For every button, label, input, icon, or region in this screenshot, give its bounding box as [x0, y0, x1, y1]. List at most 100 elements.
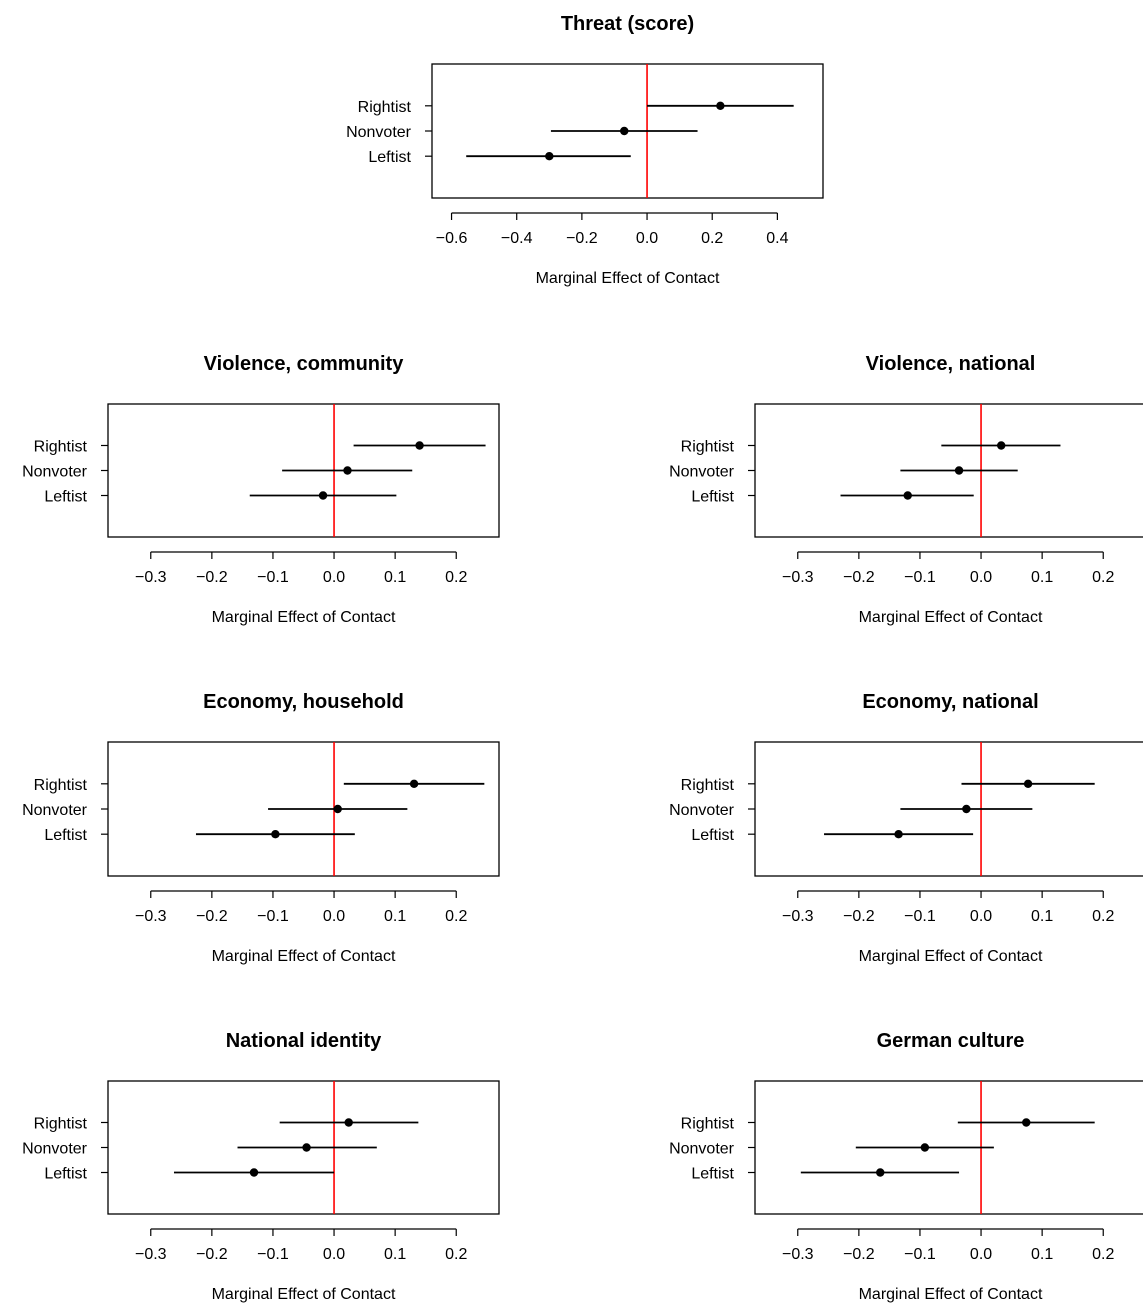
- panel-4: Economy, household Rightist Nonvoter Leftis…: [22, 691, 500, 965]
- y-tick-label: Nonvoter: [669, 1141, 735, 1158]
- x-tick-label: −0.4: [501, 230, 533, 247]
- x-tick-label: −0.1: [904, 569, 936, 586]
- estimate-point-nonvoter: [333, 804, 342, 814]
- panel-title: National identity: [226, 1030, 382, 1052]
- x-tick-label: 0.1: [1031, 569, 1053, 586]
- y-tick-label: Rightist: [34, 438, 88, 455]
- y-tick-label: Leftist: [44, 827, 87, 844]
- panel-5: Economy, national Rightist Nonvoter Leftist…: [669, 691, 1143, 965]
- x-tick-label: −0.3: [782, 569, 814, 586]
- x-tick-label: −0.1: [257, 1246, 289, 1263]
- x-tick-label: −0.1: [257, 569, 289, 586]
- estimate-point-rightist: [409, 779, 419, 789]
- estimate-point-leftist: [894, 829, 903, 839]
- estimate-point-rightist: [1022, 1118, 1031, 1127]
- y-tick-label: Rightist: [358, 99, 412, 116]
- y-tick-label: Nonvoter: [22, 464, 88, 481]
- panel-6: National identity Rightist Nonvoter Leftist…: [22, 1030, 500, 1303]
- x-tick-label: −0.3: [135, 569, 167, 586]
- estimate-point-nonvoter: [962, 804, 971, 814]
- y-tick-label: Nonvoter: [669, 464, 735, 481]
- x-tick-label: 0.2: [445, 1246, 467, 1263]
- x-tick-label: 0.0: [323, 1246, 345, 1263]
- x-tick-label: 0.2: [1092, 908, 1114, 925]
- y-tick-label: Nonvoter: [22, 802, 88, 819]
- x-tick-label: −0.3: [135, 1246, 167, 1263]
- estimate-point-rightist: [1023, 779, 1033, 789]
- x-tick-label: −0.2: [196, 1246, 228, 1263]
- estimate-point-leftist: [318, 491, 328, 500]
- y-tick-label: Nonvoter: [669, 802, 735, 819]
- x-tick-label: 0.1: [1031, 908, 1053, 925]
- y-tick-label: Rightist: [681, 777, 735, 794]
- x-tick-label: −0.2: [843, 908, 875, 925]
- panel-title: German culture: [877, 1030, 1025, 1052]
- panel-7: German culture Rightist Nonvoter Leftist −0.…: [669, 1030, 1143, 1303]
- panel-title: Threat (score): [561, 13, 694, 35]
- x-tick-label: −0.2: [196, 569, 228, 586]
- x-tick-label: 0.0: [323, 569, 345, 586]
- x-tick-label: 0.1: [384, 569, 406, 586]
- panel-1: Threat (score) Rightist Nonvoter Leftist −0.…: [346, 13, 824, 287]
- x-tick-label: −0.3: [782, 908, 814, 925]
- y-tick-label: Leftist: [44, 489, 87, 506]
- x-tick-label: −0.2: [843, 569, 875, 586]
- x-tick-label: 0.0: [636, 230, 658, 247]
- panel-2: Violence, community Rightist Nonvoter Lefti…: [22, 353, 500, 626]
- x-axis-label: Marginal Effect of Contact: [859, 609, 1043, 626]
- panel-title: Violence, community: [204, 353, 405, 375]
- x-tick-label: −0.1: [904, 1246, 936, 1263]
- y-tick-label: Leftist: [691, 1166, 734, 1183]
- x-axis-label: Marginal Effect of Contact: [536, 270, 720, 287]
- x-tick-label: 0.2: [445, 569, 467, 586]
- y-tick-label: Rightist: [34, 1115, 88, 1132]
- estimate-point-leftist: [545, 151, 554, 161]
- estimate-point-rightist: [344, 1118, 353, 1127]
- x-tick-label: 0.2: [1092, 1246, 1114, 1263]
- y-tick-label: Nonvoter: [346, 124, 412, 141]
- estimate-point-nonvoter: [343, 466, 352, 475]
- estimate-point-nonvoter: [620, 126, 629, 136]
- x-tick-label: −0.2: [196, 908, 228, 925]
- x-tick-label: 0.1: [384, 1246, 406, 1263]
- x-tick-label: −0.3: [135, 908, 167, 925]
- estimate-point-rightist: [415, 441, 424, 450]
- panel-title: Violence, national: [866, 353, 1036, 375]
- estimate-point-nonvoter: [954, 466, 964, 475]
- estimate-point-leftist: [271, 829, 280, 839]
- y-tick-label: Leftist: [44, 1166, 87, 1183]
- y-tick-label: Rightist: [681, 438, 735, 455]
- x-tick-label: −0.6: [436, 230, 468, 247]
- panel-title: Economy, household: [203, 691, 404, 713]
- estimate-point-nonvoter: [920, 1143, 930, 1152]
- x-axis-label: Marginal Effect of Contact: [859, 1286, 1043, 1303]
- y-tick-label: Leftist: [691, 489, 734, 506]
- estimate-point-leftist: [903, 491, 912, 500]
- x-tick-label: −0.1: [257, 908, 289, 925]
- x-axis-label: Marginal Effect of Contact: [859, 948, 1043, 965]
- panel-3: Violence, national Rightist Nonvoter Leftis…: [669, 353, 1143, 626]
- estimate-point-rightist: [997, 441, 1006, 450]
- x-tick-label: 0.0: [323, 908, 345, 925]
- y-tick-label: Leftist: [691, 827, 734, 844]
- x-tick-label: 0.0: [970, 908, 992, 925]
- x-tick-label: 0.4: [766, 230, 788, 247]
- x-tick-label: 0.2: [445, 908, 467, 925]
- y-tick-label: Nonvoter: [22, 1141, 88, 1158]
- x-tick-label: 0.0: [970, 1246, 992, 1263]
- x-tick-label: 0.2: [1092, 569, 1114, 586]
- x-tick-label: 0.1: [1031, 1246, 1053, 1263]
- x-tick-label: −0.2: [566, 230, 598, 247]
- x-tick-label: 0.2: [701, 230, 723, 247]
- x-tick-label: 0.1: [384, 908, 406, 925]
- x-axis-label: Marginal Effect of Contact: [212, 609, 396, 626]
- estimate-point-nonvoter: [302, 1143, 311, 1152]
- x-tick-label: −0.1: [904, 908, 936, 925]
- y-tick-label: Rightist: [34, 777, 88, 794]
- x-tick-label: −0.3: [782, 1246, 814, 1263]
- x-tick-label: −0.2: [843, 1246, 875, 1263]
- y-tick-label: Leftist: [368, 149, 411, 166]
- estimate-point-leftist: [876, 1168, 885, 1177]
